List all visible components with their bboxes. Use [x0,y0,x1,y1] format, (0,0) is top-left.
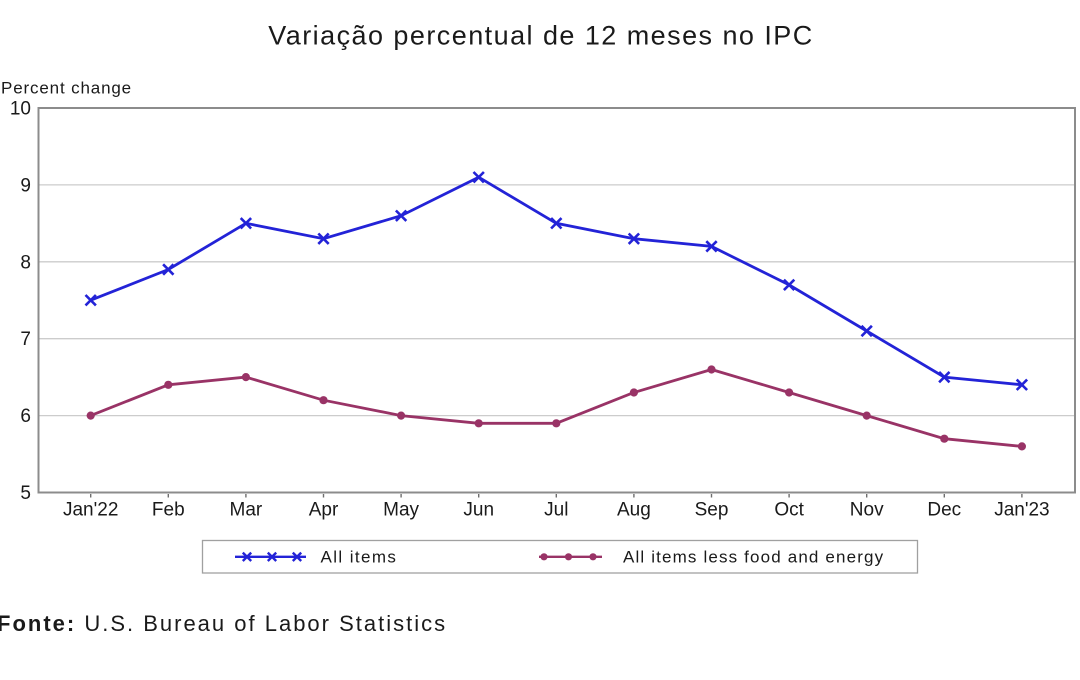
svg-text:Mar: Mar [230,500,263,521]
svg-text:Fonte: U.S. Bureau of Labor St: Fonte: U.S. Bureau of Labor Statistics [0,611,447,636]
svg-text:6: 6 [20,406,31,427]
svg-text:Dec: Dec [927,500,961,521]
svg-text:May: May [383,500,419,521]
svg-text:Jan'23: Jan'23 [994,500,1049,521]
svg-text:Sep: Sep [695,500,729,521]
svg-text:5: 5 [20,483,31,504]
svg-text:Jul: Jul [544,500,568,521]
svg-text:All items: All items [321,548,398,567]
svg-text:All items less food and energy: All items less food and energy [623,548,884,567]
svg-text:Jan'22: Jan'22 [63,500,118,521]
svg-text:Nov: Nov [850,500,884,521]
svg-text:10: 10 [10,99,31,120]
svg-text:Jun: Jun [463,500,494,521]
svg-text:Apr: Apr [309,500,339,521]
svg-text:7: 7 [20,329,31,350]
svg-text:Variação percentual de 12 mese: Variação percentual de 12 meses no IPC [268,21,813,51]
svg-text:8: 8 [20,252,31,273]
svg-text:Aug: Aug [617,500,651,521]
svg-text:Feb: Feb [152,500,185,521]
svg-text:9: 9 [20,175,31,196]
svg-text:Percent change: Percent change [1,79,132,98]
svg-text:Oct: Oct [774,500,804,521]
